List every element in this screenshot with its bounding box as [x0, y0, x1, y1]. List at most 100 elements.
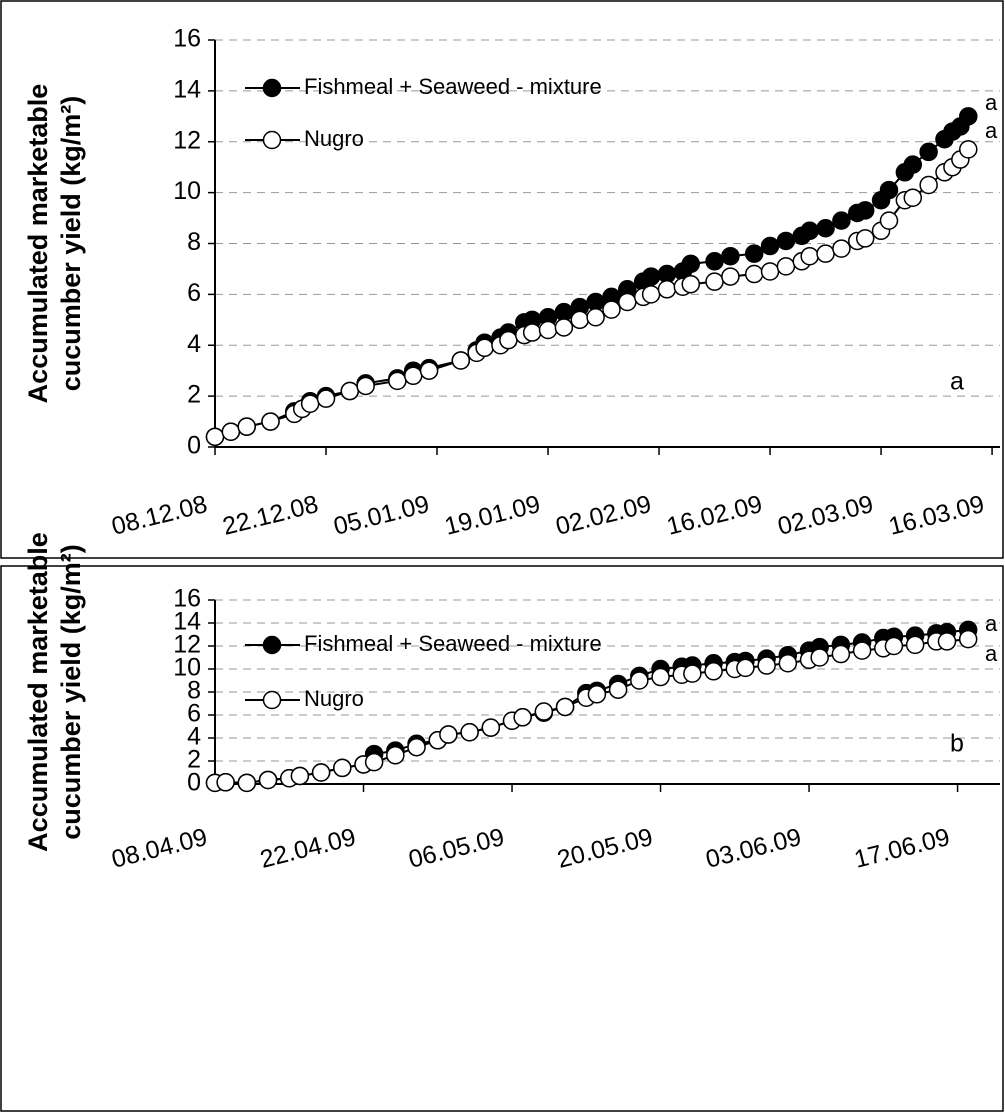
data-point: [205, 427, 225, 447]
y-tick-label: 14: [173, 608, 201, 636]
data-point: [221, 422, 241, 441]
y-tick-label: 4: [187, 330, 201, 358]
y-tick-label: 0: [187, 432, 201, 460]
data-point: [630, 671, 649, 690]
x-tick-label: 22.12.08: [220, 490, 321, 541]
data-point: [721, 267, 740, 286]
data-point: [760, 236, 780, 256]
x-tick-label: 02.02.09: [553, 490, 654, 541]
data-point: [681, 274, 701, 294]
data-point: [258, 770, 278, 790]
data-point: [403, 366, 423, 386]
data-point: [776, 257, 796, 276]
panel-label: b: [950, 730, 964, 758]
data-point: [905, 635, 925, 655]
data-point: [721, 246, 740, 266]
data-point: [538, 320, 558, 340]
legend-label: Nugro: [304, 686, 364, 711]
data-point: [704, 662, 723, 681]
y-tick-label: 16: [173, 585, 201, 613]
data-point: [651, 667, 670, 687]
data-point: [439, 725, 458, 744]
data-point: [407, 737, 426, 757]
y-tick-label: 2: [187, 746, 201, 774]
significance-label: a: [985, 611, 998, 636]
data-point: [919, 175, 938, 195]
data-point: [641, 285, 661, 304]
data-point: [683, 664, 702, 683]
x-tick-label: 16.03.09: [886, 490, 987, 541]
data-point: [705, 272, 724, 291]
legend-marker: [262, 635, 282, 655]
data-point: [333, 758, 352, 778]
y-tick-label: 6: [187, 700, 201, 728]
data-point: [657, 264, 677, 284]
data-point: [705, 252, 724, 271]
x-tick-label: 06.05.09: [406, 823, 507, 874]
data-point: [513, 708, 532, 727]
data-point: [311, 763, 331, 782]
data-point: [937, 632, 957, 651]
data-point: [554, 318, 574, 337]
x-tick-label: 17.06.09: [851, 823, 952, 874]
data-point: [364, 752, 384, 772]
y-tick-label: 2: [187, 381, 201, 409]
significance-label: a: [985, 90, 998, 115]
data-point: [586, 308, 605, 327]
data-point: [602, 300, 621, 319]
data-point: [216, 773, 235, 792]
x-tick-label: 20.05.09: [554, 823, 655, 874]
data-point: [903, 155, 923, 174]
data-point: [760, 262, 780, 281]
data-point: [586, 292, 605, 312]
data-point: [778, 654, 798, 673]
data-point: [744, 264, 764, 284]
y-tick-label: 12: [173, 631, 201, 659]
y-axis-label: Accumulated marketable: [23, 532, 53, 852]
panel-border: [0, 0, 1004, 559]
data-point: [460, 723, 479, 742]
data-point: [475, 338, 494, 358]
data-point: [481, 718, 501, 737]
y-tick-label: 10: [173, 654, 201, 682]
legend-label: Fishmeal + Seaweed - mixture: [304, 74, 602, 99]
data-point: [657, 280, 677, 299]
data-point: [681, 254, 701, 274]
data-point: [903, 188, 923, 207]
data-point: [641, 267, 661, 286]
data-point: [261, 412, 280, 431]
data-point: [587, 685, 607, 704]
panel-border: [0, 565, 1004, 1112]
x-tick-label: 05.01.09: [331, 490, 432, 541]
x-tick-label: 16.02.09: [664, 490, 765, 541]
data-point: [832, 239, 851, 258]
y-axis-label: Accumulated marketable: [23, 84, 53, 404]
data-point: [451, 351, 471, 370]
data-point: [919, 142, 938, 162]
y-tick-label: 6: [187, 279, 201, 307]
x-tick-label: 02.03.09: [775, 490, 876, 541]
data-point: [237, 773, 257, 793]
y-axis-label: cucumber yield (kg/m²): [56, 544, 86, 840]
y-tick-label: 14: [173, 75, 201, 103]
x-tick-label: 08.04.09: [109, 823, 210, 874]
data-point: [419, 361, 439, 380]
legend-label: Nugro: [304, 126, 364, 151]
x-tick-label: 19.01.09: [442, 490, 543, 541]
data-point: [356, 376, 375, 396]
data-point: [290, 766, 310, 786]
legend-marker: [262, 690, 282, 710]
data-point: [522, 323, 542, 342]
data-point: [884, 636, 904, 656]
y-tick-label: 16: [173, 25, 201, 53]
data-point: [852, 641, 872, 660]
data-point: [555, 697, 575, 717]
significance-label: a: [985, 118, 998, 143]
data-point: [959, 140, 978, 159]
panel-label: a: [950, 368, 964, 396]
data-point: [388, 371, 407, 391]
data-point: [816, 244, 835, 263]
data-point: [832, 211, 851, 230]
y-tick-label: 12: [173, 126, 201, 154]
